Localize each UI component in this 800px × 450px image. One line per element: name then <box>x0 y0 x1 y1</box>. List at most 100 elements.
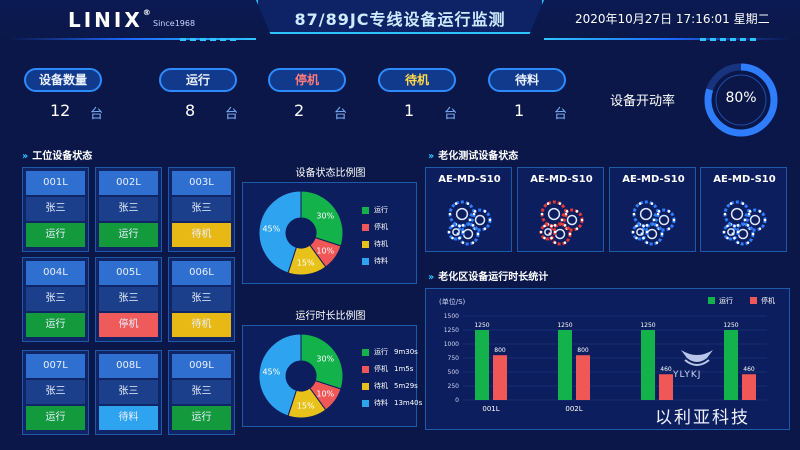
legend-swatch <box>362 365 369 373</box>
aging-device-name: AE-MD-S10 <box>438 174 501 185</box>
bar-value-label: 460 <box>743 366 755 373</box>
station-card[interactable]: 003L 张三 待机 <box>168 167 235 252</box>
header-deco-right <box>700 38 760 41</box>
aging-device-name: AE-MD-S10 <box>713 174 776 185</box>
pie-slice-label: 45% <box>262 367 280 376</box>
legend-label: 运行 <box>374 206 388 214</box>
legend-item: 待机 5m29s <box>362 381 418 391</box>
station-card[interactable]: 008L 张三 待料 <box>95 350 162 435</box>
bar-category-label: 001L <box>482 405 499 413</box>
stat-value-2: 2 <box>294 101 305 120</box>
aging-device-card[interactable]: AE-MD-S10 <box>700 167 787 252</box>
pie-slice-待料 <box>258 190 302 274</box>
station-operator: 张三 <box>99 287 158 311</box>
bar-运行-0 <box>475 330 489 400</box>
bar-ytick: 500 <box>448 369 460 376</box>
bar-ytick: 1000 <box>444 341 459 348</box>
station-operator: 张三 <box>99 380 158 404</box>
bar-停机-1 <box>576 355 590 400</box>
bar-value-label: 800 <box>494 347 506 354</box>
station-card[interactable]: 001L 张三 运行 <box>22 167 89 252</box>
bar-value-label: 460 <box>660 366 672 373</box>
aging-device-card[interactable]: AE-MD-S10 <box>517 167 604 252</box>
rate-label: 设备开动率 <box>610 94 676 109</box>
station-id: 008L <box>99 354 158 378</box>
pie-slice-label: 45% <box>262 224 280 233</box>
legend-time: 9m30s <box>394 348 418 356</box>
stat-pill-0[interactable]: 设备数量 <box>24 68 102 92</box>
legend-label: 运行 <box>374 348 388 356</box>
bar-ylabel: (单位/S) <box>439 297 466 306</box>
stat-pill-4[interactable]: 待料 <box>488 68 566 92</box>
stat-unit-0: 台 <box>90 107 104 122</box>
watermark-text: 以利亚科技 <box>655 408 750 428</box>
station-card[interactable]: 009L 张三 运行 <box>168 350 235 435</box>
station-status: 运行 <box>172 406 231 430</box>
bar-ytick: 0 <box>455 397 459 404</box>
pie1-chart: 30% 10%15% 45% <box>258 190 344 276</box>
legend-swatch <box>362 206 369 214</box>
bar-运行-2 <box>641 330 655 400</box>
stat-value-0: 12 <box>50 101 71 120</box>
bar-运行-3 <box>724 330 738 400</box>
bar-ytick: 250 <box>448 383 460 390</box>
legend-label: 待机 <box>374 240 388 248</box>
datetime-display: 2020年10月27日 17:16:01 星期二 <box>575 12 770 26</box>
station-card[interactable]: 004L 张三 运行 <box>22 257 89 342</box>
aging-device-card[interactable]: AE-MD-S10 <box>425 167 512 252</box>
gear-cluster-icon <box>722 200 767 246</box>
pie-slice-label: 15% <box>297 402 315 411</box>
stat-unit-2: 台 <box>334 107 348 122</box>
legend-item: 运行 <box>362 205 388 215</box>
legend-time: 1m5s <box>394 365 414 373</box>
bar-ytick: 750 <box>448 355 460 362</box>
stat-pill-2[interactable]: 停机 <box>268 68 346 92</box>
station-operator: 张三 <box>99 197 158 221</box>
bar-停机-3 <box>742 374 756 400</box>
station-operator: 张三 <box>172 287 231 311</box>
station-id: 001L <box>26 171 85 195</box>
legend-label: 待机 <box>374 382 388 390</box>
chevrons-icon: ›› <box>428 272 434 283</box>
station-operator: 张三 <box>26 380 85 404</box>
pie-slice-label: 15% <box>297 259 315 268</box>
stat-pill-1[interactable]: 运行 <box>159 68 237 92</box>
brand-since: Since1968 <box>153 19 196 28</box>
station-card[interactable]: 007L 张三 运行 <box>22 350 89 435</box>
station-id: 006L <box>172 261 231 285</box>
chevrons-icon: ›› <box>428 151 434 162</box>
bar-停机-2 <box>659 374 673 400</box>
legend-label: 待料 <box>374 399 388 407</box>
bar-ytick: 1250 <box>444 327 459 334</box>
stat-unit-3: 台 <box>444 107 458 122</box>
aging-device-card[interactable]: AE-MD-S10 <box>609 167 696 252</box>
stat-unit-1: 台 <box>225 107 239 122</box>
station-section-title: ›› 工位设备状态 <box>22 151 93 162</box>
stat-unit-4: 台 <box>554 107 568 122</box>
pie1-title: 设备状态比例图 <box>295 168 366 179</box>
legend-item: 待机 <box>362 239 388 249</box>
bar-value-label: 1250 <box>640 322 655 329</box>
station-card[interactable]: 002L 张三 运行 <box>95 167 162 252</box>
legend-label: 停机 <box>374 223 388 231</box>
gauge-arc <box>704 63 778 137</box>
station-card[interactable]: 005L 张三 停机 <box>95 257 162 342</box>
legend-item: 停机 <box>362 222 388 232</box>
bar-legend-swatch <box>708 297 715 304</box>
stat-pill-3[interactable]: 待机 <box>378 68 456 92</box>
brand-logo: LINIX® <box>68 8 151 32</box>
legend-swatch <box>362 399 369 407</box>
bar-chart: (单位/S) 1500 1250 1000 750 500 250 0 运行 停机 1250 800 0… <box>439 296 775 413</box>
station-operator: 张三 <box>26 197 85 221</box>
station-card[interactable]: 006L 张三 待机 <box>168 257 235 342</box>
pie-slice-待料 <box>258 333 302 417</box>
legend-time: 13m40s <box>394 399 423 407</box>
aging-device-name: AE-MD-S10 <box>622 174 685 185</box>
gear-cluster-icon <box>539 200 584 246</box>
bar-value-label: 1250 <box>474 322 489 329</box>
stat-value-4: 1 <box>514 101 525 120</box>
legend-item: 运行 9m30s <box>362 347 418 357</box>
station-id: 007L <box>26 354 85 378</box>
aging-device-name: AE-MD-S10 <box>530 174 593 185</box>
legend-swatch <box>362 240 369 248</box>
